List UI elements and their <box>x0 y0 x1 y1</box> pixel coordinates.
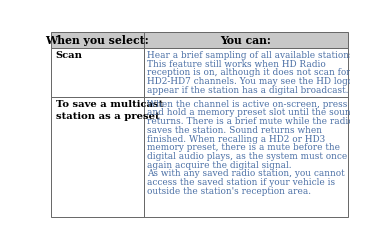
Text: reception is on, although it does not scan for: reception is on, although it does not sc… <box>147 68 351 77</box>
Bar <box>144 32 348 48</box>
Bar <box>51 32 144 48</box>
Text: Hear a brief sampling of all available stations.: Hear a brief sampling of all available s… <box>147 51 357 60</box>
Text: again acquire the digital signal.: again acquire the digital signal. <box>147 161 292 170</box>
Text: appear if the station has a digital broadcast.: appear if the station has a digital broa… <box>147 86 349 95</box>
Text: As with any saved radio station, you cannot: As with any saved radio station, you can… <box>147 169 345 178</box>
Bar <box>51 97 144 217</box>
Text: saves the station. Sound returns when: saves the station. Sound returns when <box>147 126 322 135</box>
Text: finished. When recalling a HD2 or HD3: finished. When recalling a HD2 or HD3 <box>147 135 326 144</box>
Bar <box>51 48 144 97</box>
Text: HD2-HD7 channels. You may see the HD logo: HD2-HD7 channels. You may see the HD log… <box>147 77 354 86</box>
Text: and hold a memory preset slot until the sound: and hold a memory preset slot until the … <box>147 108 357 117</box>
Text: digital audio plays, as the system must once: digital audio plays, as the system must … <box>147 152 348 161</box>
Text: This feature still works when HD Radio: This feature still works when HD Radio <box>147 60 326 69</box>
Text: access the saved station if your vehicle is: access the saved station if your vehicle… <box>147 178 336 187</box>
Text: memory preset, there is a mute before the: memory preset, there is a mute before th… <box>147 143 340 152</box>
Text: To save a multicast
station as a preset: To save a multicast station as a preset <box>56 100 163 121</box>
Bar <box>144 97 348 217</box>
Text: Scan: Scan <box>56 51 82 61</box>
Text: When the channel is active on-screen, press: When the channel is active on-screen, pr… <box>147 100 348 109</box>
Text: outside the station's reception area.: outside the station's reception area. <box>147 187 312 196</box>
Text: returns. There is a brief mute while the radio: returns. There is a brief mute while the… <box>147 117 354 126</box>
Bar <box>144 48 348 97</box>
Text: When you select:: When you select: <box>46 35 149 46</box>
Text: You can:: You can: <box>220 35 271 46</box>
